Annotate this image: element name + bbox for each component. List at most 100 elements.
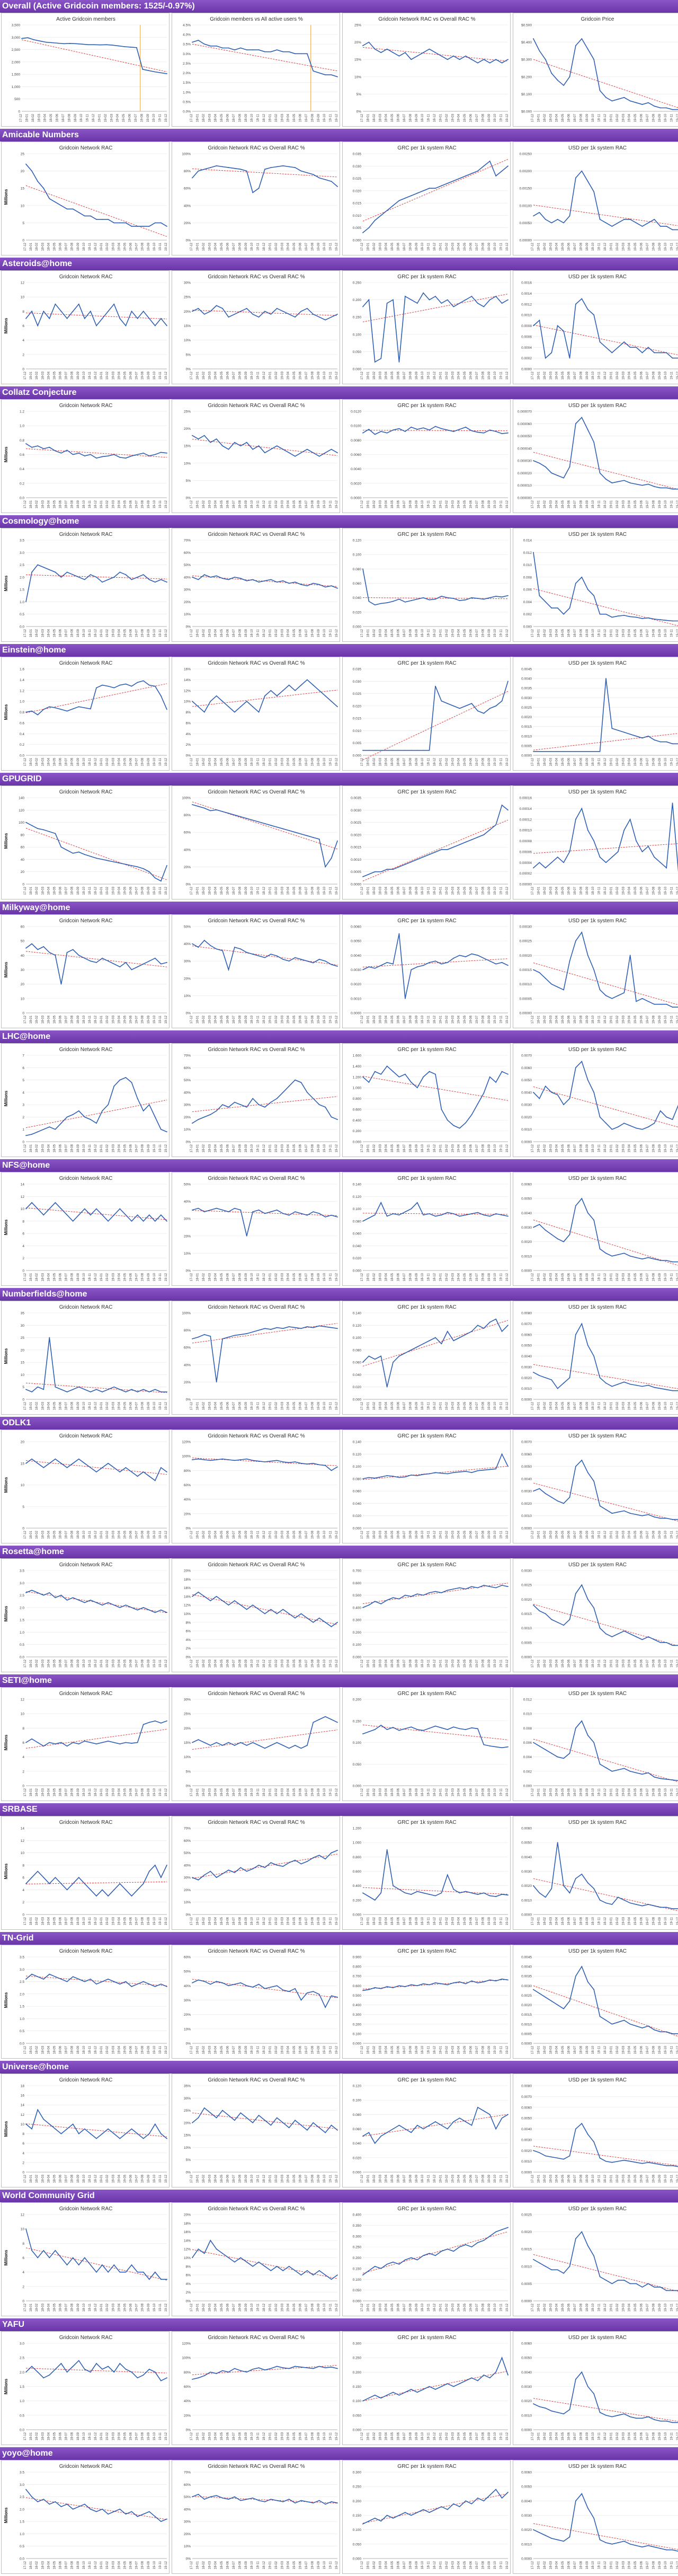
trend-line [26, 828, 167, 879]
data-point [392, 2129, 394, 2130]
data-point [435, 296, 436, 297]
x-tick-label: 19-05 [293, 1015, 296, 1024]
data-point [113, 577, 114, 578]
x-tick-label: 19-11 [500, 371, 503, 380]
data-point [276, 2118, 278, 2119]
x-tick-label: 19-07 [305, 1788, 308, 1796]
data-point [96, 457, 97, 458]
x-tick-label: 18-10 [83, 629, 86, 637]
x-tick-label: 18-09 [586, 242, 589, 251]
trend-line [192, 1594, 337, 1625]
x-tick-label: 18-10 [251, 1273, 254, 1281]
y-tick-label: 10 [21, 2228, 25, 2231]
data-point [252, 192, 253, 193]
data-point [563, 1503, 564, 1504]
x-tick-label: 18-01 [196, 629, 199, 637]
y-tick-label: $0.500 [521, 24, 532, 28]
collatz-conjecture-panel-usd-svg: USD per 1k system RAC0.0000000.0000100.0… [513, 400, 678, 513]
x-tick-label: 19-01 [100, 2045, 103, 2054]
x-tick-label: 19-02 [445, 500, 449, 508]
data-point [380, 1356, 381, 1357]
x-tick-label: 18-06 [568, 242, 571, 251]
data-point [258, 1865, 260, 1866]
x-tick-label: 18-12 [433, 757, 436, 766]
x-tick-label: 17-12 [190, 1015, 193, 1024]
data-point [192, 1596, 193, 1597]
x-tick-label: 19-01 [100, 1917, 103, 1925]
data-point [289, 1613, 290, 1615]
data-point [234, 1102, 235, 1103]
y-tick-label: 15% [184, 445, 191, 448]
nfs-home-panel-pct: Gridcoin Network RAC vs Overall RAC %0%1… [172, 1172, 340, 1286]
x-tick-label: 19-05 [122, 113, 126, 122]
x-tick-label: 19-06 [470, 1917, 473, 1925]
data-point [282, 1213, 283, 1214]
data-point [551, 862, 552, 863]
data-point [228, 1337, 229, 1338]
data-point [417, 429, 418, 430]
data-point [654, 1777, 655, 1778]
data-point [155, 1612, 156, 1613]
data-point [575, 178, 576, 179]
x-tick-label: 19-02 [445, 2174, 449, 2183]
x-tick-label: 18-12 [604, 1659, 607, 1668]
x-tick-label: 18-05 [561, 113, 565, 122]
data-point [307, 835, 308, 836]
x-tick-label: 17-12 [24, 1659, 27, 1668]
data-point [453, 1125, 454, 1126]
series-line [192, 575, 337, 588]
x-tick-label: 19-09 [488, 1273, 491, 1281]
x-tick-label: 19-01 [439, 757, 442, 766]
data-point [533, 2150, 534, 2151]
data-point [149, 1391, 150, 1392]
data-point [660, 1778, 661, 1779]
x-tick-label: 19-01 [439, 1273, 442, 1281]
x-tick-label: 18-03 [38, 113, 41, 122]
data-point [369, 429, 370, 430]
x-tick-label: 18-08 [71, 1273, 74, 1281]
data-point [325, 1716, 326, 1717]
y-tick-label: 0.0030 [521, 1984, 532, 1988]
x-tick-label: 18-07 [65, 2174, 68, 2183]
data-point [660, 1388, 661, 1389]
data-point [73, 311, 74, 312]
srbase-panel-usd-svg: USD per 1k system RAC0.00000.00100.00200… [513, 1816, 678, 1930]
x-tick-label: 17-12 [361, 242, 364, 251]
data-point [362, 1221, 363, 1222]
data-point [380, 750, 381, 751]
x-tick-label: 18-01 [537, 1530, 540, 1539]
data-point [67, 850, 68, 851]
y-tick-label: 40% [184, 1091, 191, 1095]
cosmology-home-panel-pct-title: Gridcoin Network RAC vs Overall RAC % [208, 532, 305, 537]
data-point [471, 2125, 472, 2126]
data-point [25, 2228, 26, 2229]
data-point [222, 1338, 223, 1339]
x-tick-label: 19-01 [610, 1144, 613, 1152]
amicable-numbers-panel-pct-title: Gridcoin Network RAC vs Overall RAC % [208, 145, 305, 151]
x-tick-label: 19-07 [476, 1659, 479, 1668]
x-tick-label: 19-07 [646, 500, 649, 508]
x-tick-label: 17-12 [24, 371, 27, 380]
data-point [25, 1592, 26, 1593]
data-point [282, 580, 283, 581]
data-point [630, 1384, 631, 1385]
data-point [423, 293, 424, 294]
data-point [435, 2121, 436, 2122]
x-tick-label: 18-08 [409, 886, 412, 895]
y-tick-label: 0.0070 [521, 1441, 532, 1444]
x-tick-label: 19-06 [130, 757, 133, 766]
y-tick-label: 2.0 [20, 576, 24, 579]
x-tick-label: 19-08 [141, 1273, 145, 1281]
data-point [319, 2127, 320, 2128]
data-point [369, 1989, 370, 1990]
trend-line [533, 1986, 678, 2036]
data-point [28, 37, 29, 38]
x-tick-label: 17-12 [361, 1273, 364, 1281]
x-tick-label: 18-09 [586, 1401, 589, 1410]
x-tick-label: 18-04 [47, 1144, 50, 1152]
asteroids-home-panel-usd-svg: USD per 1k system RAC0.00000.00020.00040… [513, 271, 678, 384]
x-tick-label: 19-06 [130, 1788, 133, 1796]
data-point [96, 962, 97, 963]
data-point [289, 583, 290, 584]
